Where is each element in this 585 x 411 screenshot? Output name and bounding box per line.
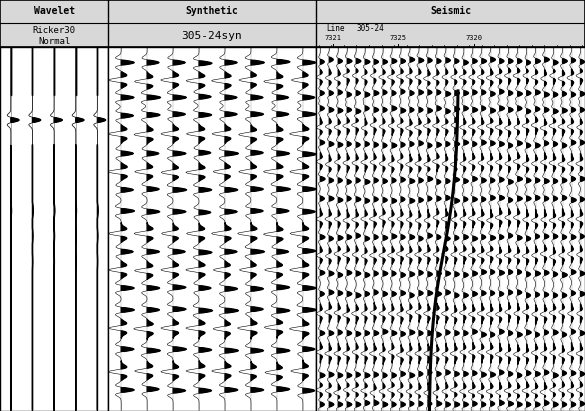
Text: Normal: Normal (38, 37, 70, 46)
Text: 305-24: 305-24 (357, 23, 384, 32)
Text: Synthetic: Synthetic (185, 6, 239, 16)
Text: 305-24syn: 305-24syn (182, 31, 242, 41)
Text: 7325: 7325 (389, 35, 407, 41)
Text: Seismic: Seismic (430, 6, 471, 16)
Text: 7320: 7320 (465, 35, 483, 41)
Text: Ricker30: Ricker30 (33, 26, 75, 35)
Text: Wavelet: Wavelet (33, 6, 75, 16)
Text: Line: Line (326, 23, 345, 32)
Text: 7321: 7321 (325, 35, 342, 41)
